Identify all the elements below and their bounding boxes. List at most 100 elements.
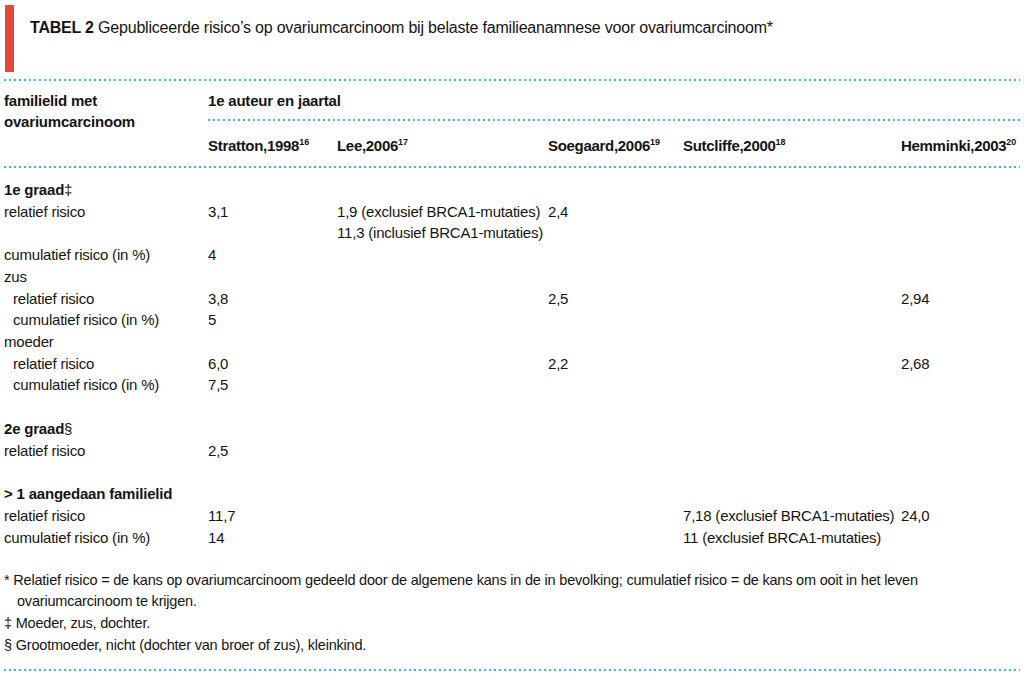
- cell-value: [901, 179, 1020, 201]
- cell-value: [901, 309, 1020, 331]
- cell-value: [901, 440, 1020, 462]
- row-label: 2e graad§: [4, 418, 208, 440]
- table-number-label: TABEL 2: [30, 19, 94, 36]
- cell-value: 2,2: [548, 353, 683, 375]
- cell-value: 2,94: [901, 288, 1020, 310]
- cell-value: [901, 244, 1020, 266]
- row-header-label: familielid met ovariumcarcinoom: [4, 90, 184, 159]
- cell-value: [683, 201, 901, 244]
- table-row: cumulatief risico (in %)7,5: [4, 374, 1020, 396]
- table-row: cumulatief risico (in %)4: [4, 244, 1020, 266]
- cell-value: [548, 179, 683, 201]
- cell-value: [683, 483, 901, 505]
- cell-value: [337, 266, 548, 288]
- cell-value: [548, 309, 683, 331]
- column-header: Hemminki,200320: [901, 135, 1020, 159]
- divider-group: [208, 119, 1020, 121]
- cell-value: [683, 374, 901, 396]
- cell-value: [337, 309, 548, 331]
- column-header: Soegaard,200619: [548, 135, 683, 159]
- reference-superscript: 20: [1006, 137, 1016, 147]
- cell-value: [337, 353, 548, 375]
- row-label: cumulatief risico (in %): [4, 374, 208, 396]
- cell-value: [683, 331, 901, 353]
- row-label: zus: [4, 266, 208, 288]
- cell-value: 2,68: [901, 353, 1020, 375]
- column-header: Sutcliffe,200018: [683, 135, 901, 159]
- table-row: relatief risico6,02,22,68: [4, 353, 1020, 375]
- row-label: > 1 aangedaan familielid: [4, 483, 208, 505]
- cell-value: [548, 440, 683, 462]
- cell-value: [337, 418, 548, 440]
- table-row: 2e graad§: [4, 418, 1020, 440]
- column-group-header: 1e auteur en jaartal: [208, 90, 1020, 111]
- cell-value: [683, 244, 901, 266]
- cell-value: [683, 440, 901, 462]
- row-label: relatief risico: [4, 440, 208, 462]
- row-label: relatief risico: [4, 505, 208, 527]
- footnote: ‡ Moeder, zus, dochter.: [4, 613, 1020, 635]
- cell-value: [208, 179, 337, 201]
- cell-value: [208, 483, 337, 505]
- footnotes: * Relatief risico = de kans op ovariumca…: [4, 570, 1020, 657]
- cell-value: [548, 483, 683, 505]
- reference-superscript: 17: [398, 137, 408, 147]
- table-header: familielid met ovariumcarcinoom 1e auteu…: [4, 81, 1020, 159]
- cell-value: [901, 527, 1020, 549]
- cell-value: [683, 179, 901, 201]
- cell-value: [337, 331, 548, 353]
- cell-value: 11,7: [208, 505, 337, 527]
- table-row: relatief risico11,7 7,18 (exclusief BRCA1…: [4, 505, 1020, 527]
- cell-value: [337, 244, 548, 266]
- cell-value: 6,0: [208, 353, 337, 375]
- table-title-text: Gepubliceerde risico’s op ovariumcarcino…: [98, 19, 773, 36]
- cell-value: [208, 418, 337, 440]
- cell-value: [683, 418, 901, 440]
- cell-value: [901, 374, 1020, 396]
- cell-value: [901, 483, 1020, 505]
- row-label: cumulatief risico (in %): [4, 309, 208, 331]
- table-row: cumulatief risico (in %)5: [4, 309, 1020, 331]
- cell-value: [548, 418, 683, 440]
- column-group: 1e auteur en jaartal Stratton,199816 Lee…: [208, 90, 1020, 159]
- red-accent-bar: [5, 5, 14, 72]
- row-label: moeder: [4, 331, 208, 353]
- cell-value: [548, 266, 683, 288]
- column-header: Lee,200617: [337, 135, 548, 159]
- cell-value: 5: [208, 309, 337, 331]
- cell-value: [208, 266, 337, 288]
- column-names-row: Stratton,199816 Lee,200617 Soegaard,2006…: [208, 135, 1020, 159]
- cell-value: [901, 418, 1020, 440]
- cell-value: [208, 331, 337, 353]
- row-label: cumulatief risico (in %): [4, 527, 208, 549]
- cell-value: [337, 374, 548, 396]
- table-row: cumulatief risico (in %)1411 (exclusief …: [4, 527, 1020, 549]
- reference-superscript: 18: [776, 137, 786, 147]
- cell-value: [548, 374, 683, 396]
- table-row: relatief risico3,11,9 (exclusief BRCA1-m…: [4, 201, 1020, 244]
- table-title-block: TABEL 2 Gepubliceerde risico’s op ovariu…: [4, 0, 1020, 79]
- table-row: relatief risico2,5: [4, 440, 1020, 462]
- row-label: 1e graad‡: [4, 179, 208, 201]
- cell-value: [337, 483, 548, 505]
- cell-value: 3,1: [208, 201, 337, 244]
- divider-bottom: [4, 669, 1020, 671]
- cell-value: 3,8: [208, 288, 337, 310]
- cell-value: 7,18 (exclusief BRCA1-mutaties): [683, 505, 901, 527]
- cell-value: 2,5: [208, 440, 337, 462]
- cell-value: [337, 505, 548, 527]
- cell-value: [901, 266, 1020, 288]
- table-row: zus: [4, 266, 1020, 288]
- row-label: relatief risico: [4, 288, 208, 310]
- cell-value: [901, 331, 1020, 353]
- cell-value: [901, 201, 1020, 244]
- cell-value: [548, 505, 683, 527]
- cell-value: 14: [208, 527, 337, 549]
- cell-value: [337, 179, 548, 201]
- cell-value: [337, 440, 548, 462]
- table-row: moeder: [4, 331, 1020, 353]
- cell-value: [683, 353, 901, 375]
- cell-value: [683, 309, 901, 331]
- cell-value: [548, 331, 683, 353]
- reference-superscript: 19: [650, 137, 660, 147]
